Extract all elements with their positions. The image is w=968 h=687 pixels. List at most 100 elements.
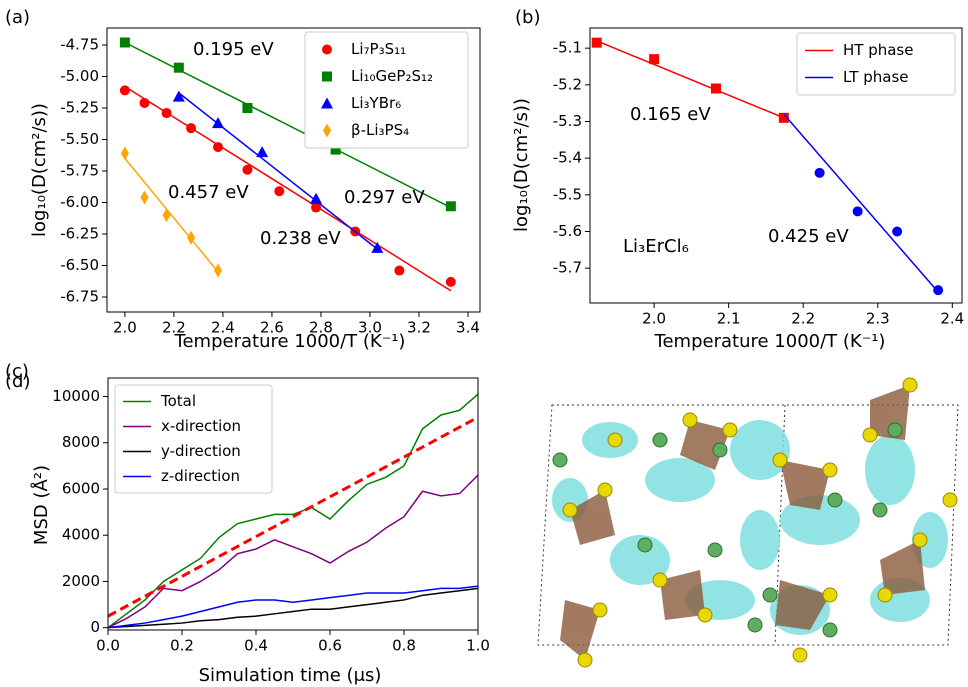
- fit-line: [124, 157, 219, 273]
- fit-line: [178, 92, 378, 250]
- y-axis-title: log₁₀(D(cm²/s)): [511, 98, 532, 232]
- marker: [186, 123, 197, 134]
- legend-box: [796, 32, 956, 96]
- annotation: 0.238 eV: [260, 228, 341, 249]
- marker: [172, 90, 185, 102]
- marker: [120, 146, 129, 161]
- marker: [242, 103, 253, 114]
- y-tick-label: -6.25: [60, 225, 99, 243]
- legend-label: Li₃YBr₆: [351, 94, 401, 112]
- x-tick-label: 0.0: [96, 637, 120, 655]
- marker: [892, 226, 903, 237]
- y-tick-label: 0: [90, 618, 100, 636]
- legend-box: [114, 384, 273, 494]
- panel-label: (d): [5, 371, 30, 392]
- y-tick-label: -5.4: [553, 149, 582, 167]
- series-line: [107, 393, 479, 629]
- legend-label: x-direction: [161, 417, 241, 435]
- x-axis-title: Simulation time (μs): [199, 665, 382, 686]
- marker: [256, 146, 269, 158]
- marker: [310, 192, 323, 204]
- marker: [321, 97, 333, 109]
- marker: [162, 208, 171, 223]
- annotation: 0.457 eV: [168, 182, 249, 203]
- y-tick-label: -5.50: [60, 130, 99, 148]
- annotation: 0.297 eV: [344, 187, 425, 208]
- marker: [274, 186, 285, 197]
- atoms-s: [562, 377, 958, 668]
- marker: [139, 97, 150, 108]
- y-tick-label: -5.00: [60, 67, 99, 85]
- annotation: Li₃ErCl₆: [623, 236, 689, 257]
- panel-label: (b): [515, 7, 540, 28]
- plot-frame: [589, 27, 963, 304]
- x-tick-label: 2.4: [940, 310, 964, 328]
- marker: [311, 202, 322, 213]
- x-tick-label: 2.2: [162, 319, 186, 337]
- legend-label: z-direction: [161, 467, 240, 485]
- x-tick-label: 3.0: [358, 319, 382, 337]
- legend-label: LT phase: [843, 68, 909, 86]
- marker: [445, 276, 456, 287]
- fit-line: [596, 40, 785, 119]
- marker: [242, 164, 253, 175]
- y-tick-label: -5.75: [60, 162, 99, 180]
- marker: [445, 201, 456, 212]
- fit-line: [124, 85, 452, 292]
- annotation: 0.195 eV: [193, 39, 274, 60]
- legend-label: y-direction: [161, 442, 241, 460]
- fit-line: [107, 415, 479, 618]
- x-tick-label: 2.1: [717, 310, 741, 328]
- x-tick-label: 1.0: [466, 637, 490, 655]
- y-axis-title: MSD (Å²): [30, 465, 52, 545]
- x-tick-label: 0.8: [392, 637, 416, 655]
- x-tick-label: 2.6: [260, 319, 284, 337]
- marker: [140, 190, 149, 205]
- marker: [778, 112, 789, 123]
- annotation: 0.425 eV: [768, 226, 849, 247]
- x-tick-label: 2.2: [791, 310, 815, 328]
- y-tick-label: -6.00: [60, 193, 99, 211]
- x-tick-label: 0.4: [244, 637, 268, 655]
- marker: [852, 206, 863, 217]
- annotation: 0.165 eV: [630, 104, 711, 125]
- legend-label: HT phase: [843, 41, 913, 59]
- marker: [119, 85, 130, 96]
- x-tick-label: 3.2: [407, 319, 431, 337]
- x-tick-label: 2.3: [866, 310, 890, 328]
- legend-label: β-Li₃PS₄: [351, 121, 409, 139]
- x-tick-label: 2.4: [211, 319, 235, 337]
- x-tick-label: 2.0: [642, 310, 666, 328]
- legend-label: Li₇P₃S₁₁: [351, 40, 406, 58]
- marker: [591, 37, 602, 48]
- x-tick-label: 2.8: [309, 319, 333, 337]
- y-tick-label: -5.1: [553, 39, 582, 57]
- x-tick-label: 2.0: [113, 319, 137, 337]
- panel-label: (c): [5, 361, 29, 382]
- legend-label: Total: [160, 392, 196, 410]
- marker: [187, 230, 196, 245]
- y-tick-label: -5.2: [553, 75, 582, 93]
- marker: [161, 108, 172, 119]
- cell-box: [537, 404, 959, 646]
- marker: [212, 117, 225, 129]
- marker: [323, 123, 331, 138]
- series-line: [107, 474, 479, 629]
- y-tick-label: -5.6: [553, 222, 582, 240]
- x-axis-title: Temperature 1000/T (K⁻¹): [654, 331, 886, 352]
- y-tick-label: -5.5: [553, 185, 582, 203]
- y-tick-label: -4.75: [60, 36, 99, 54]
- marker: [173, 62, 184, 73]
- y-tick-label: -5.3: [553, 112, 582, 130]
- x-tick-label: 3.4: [456, 319, 480, 337]
- y-tick-label: -6.75: [60, 288, 99, 306]
- marker: [119, 37, 130, 48]
- y-tick-label: 10000: [52, 387, 100, 405]
- marker: [933, 285, 944, 296]
- crystal-structure: [537, 377, 959, 668]
- marker: [710, 83, 721, 94]
- marker: [649, 54, 660, 65]
- y-tick-label: 4000: [62, 526, 100, 544]
- marker: [814, 167, 825, 178]
- y-tick-label: 2000: [62, 572, 100, 590]
